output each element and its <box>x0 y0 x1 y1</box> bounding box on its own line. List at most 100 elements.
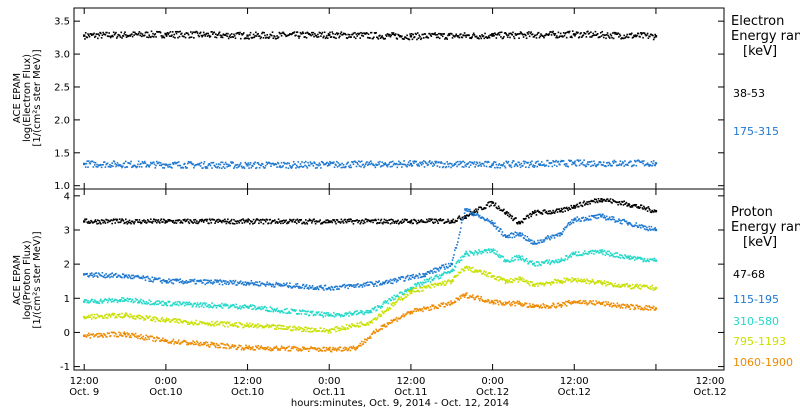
sample-1-2 <box>262 307 265 310</box>
sample-1-3 <box>540 282 542 285</box>
sample-1-4 <box>95 334 98 336</box>
sample-0-0 <box>178 35 181 38</box>
sample-0-0 <box>433 33 436 36</box>
sample-1-0 <box>236 222 238 225</box>
point-1-2-8 <box>464 252 467 256</box>
sample-1-4 <box>137 337 139 340</box>
sample-1-4 <box>287 349 290 352</box>
sample-1-0 <box>500 209 503 211</box>
sample-1-3 <box>293 325 296 328</box>
sample-0-1 <box>297 161 300 163</box>
sample-1-3 <box>221 322 224 324</box>
sample-1-2 <box>428 278 430 281</box>
sample-1-4 <box>303 346 306 349</box>
sample-1-2 <box>174 301 177 303</box>
sample-1-2 <box>123 300 126 302</box>
sample-1-2 <box>315 311 318 314</box>
sample-1-0 <box>104 222 107 224</box>
sample-1-2 <box>390 299 393 301</box>
sample-1-0 <box>266 219 269 221</box>
sample-0-0 <box>434 32 436 34</box>
sample-1-0 <box>281 219 284 222</box>
sample-1-1 <box>210 279 213 282</box>
sample-0-0 <box>362 35 365 37</box>
sample-0-0 <box>422 33 424 36</box>
sample-0-1 <box>350 166 352 169</box>
sample-1-2 <box>264 305 266 308</box>
sample-0-0 <box>101 34 104 37</box>
sample-1-2 <box>590 252 593 255</box>
sample-1-2 <box>284 308 287 311</box>
sample-0-0 <box>525 37 528 40</box>
sample-0-0 <box>304 32 307 35</box>
sample-1-3 <box>441 283 443 285</box>
sample-1-2 <box>497 255 500 258</box>
sample-1-3 <box>146 315 148 318</box>
sample-1-1 <box>104 276 107 279</box>
series-0-0 <box>83 30 658 41</box>
sample-0-0 <box>92 33 95 36</box>
sample-0-0 <box>506 36 509 38</box>
sample-0-1 <box>474 166 476 168</box>
sample-1-0 <box>214 222 216 225</box>
sample-1-1 <box>103 276 105 278</box>
sample-0-1 <box>469 164 472 166</box>
sample-1-0 <box>630 205 633 207</box>
sample-1-3 <box>404 293 406 296</box>
sample-1-0 <box>111 222 113 225</box>
sample-1-1 <box>540 239 542 241</box>
sample-1-3 <box>385 310 387 313</box>
sample-0-1 <box>199 165 202 167</box>
sample-1-4 <box>224 346 226 349</box>
sample-1-2 <box>141 302 144 305</box>
sample-1-1 <box>227 283 230 286</box>
sample-0-0 <box>323 35 325 38</box>
sample-0-0 <box>379 34 381 37</box>
sample-1-2 <box>144 302 147 305</box>
sample-0-0 <box>104 33 107 36</box>
sample-0-1 <box>522 164 524 167</box>
sample-1-0 <box>314 222 317 225</box>
sample-1-1 <box>555 234 557 237</box>
sample-1-1 <box>125 274 128 277</box>
sample-1-2 <box>418 283 421 286</box>
sample-1-0 <box>286 222 288 225</box>
sample-0-1 <box>116 162 119 164</box>
point-0-0-3 <box>328 33 331 37</box>
sample-1-0 <box>491 200 493 203</box>
sample-1-3 <box>103 315 106 317</box>
sample-0-0 <box>370 31 373 34</box>
sample-1-1 <box>193 280 195 283</box>
sample-0-1 <box>342 166 344 169</box>
sample-1-0 <box>242 219 245 222</box>
sample-0-0 <box>506 34 508 36</box>
sample-1-2 <box>630 258 632 260</box>
sample-1-2 <box>518 254 520 257</box>
sample-1-2 <box>615 252 617 254</box>
sample-0-1 <box>455 161 458 164</box>
sample-0-1 <box>490 166 492 168</box>
sample-1-1 <box>617 220 619 223</box>
sample-0-1 <box>313 161 315 164</box>
sample-1-2 <box>421 283 424 286</box>
sample-0-0 <box>633 35 636 38</box>
sample-0-1 <box>239 162 242 164</box>
sample-0-1 <box>257 162 259 164</box>
sample-1-3 <box>181 322 184 324</box>
sample-0-0 <box>425 35 428 38</box>
sample-1-1 <box>302 283 305 286</box>
sample-1-1 <box>324 284 327 287</box>
sample-1-3 <box>590 281 592 284</box>
sample-1-3 <box>613 284 616 287</box>
sample-1-3 <box>108 313 110 316</box>
sample-1-2 <box>292 309 295 312</box>
sample-1-3 <box>313 328 315 330</box>
sample-1-1 <box>167 281 169 284</box>
sample-1-3 <box>569 279 572 281</box>
sample-1-3 <box>277 324 279 327</box>
sample-1-1 <box>211 283 214 285</box>
sample-0-1 <box>230 162 233 164</box>
sample-1-3 <box>526 282 529 284</box>
sample-1-0 <box>238 222 241 224</box>
sample-0-1 <box>136 165 138 168</box>
